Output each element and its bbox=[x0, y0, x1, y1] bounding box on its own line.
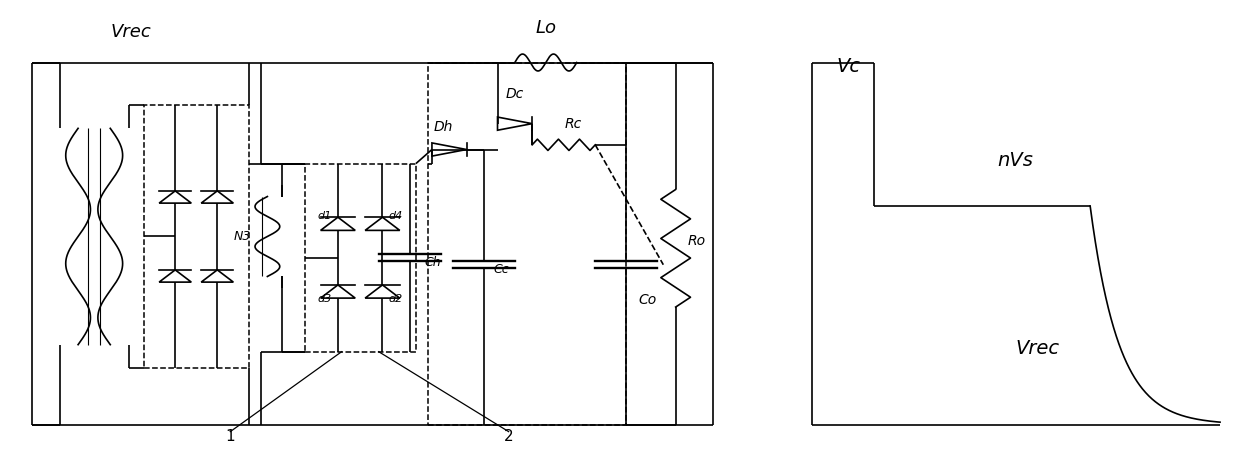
Text: 1: 1 bbox=[226, 429, 236, 444]
Text: Cc: Cc bbox=[494, 263, 510, 276]
Text: d2: d2 bbox=[388, 294, 403, 304]
Text: Ro: Ro bbox=[688, 234, 706, 248]
Text: Lo: Lo bbox=[536, 18, 557, 36]
Text: 2: 2 bbox=[503, 429, 513, 444]
Text: Co: Co bbox=[639, 293, 657, 307]
Text: d3: d3 bbox=[317, 294, 332, 304]
Text: d4: d4 bbox=[388, 211, 403, 221]
Bar bbox=[144, 105, 249, 368]
Text: Vrec: Vrec bbox=[1016, 339, 1060, 358]
Text: Dc: Dc bbox=[506, 87, 525, 101]
Text: N3: N3 bbox=[234, 230, 252, 243]
Text: nVs: nVs bbox=[997, 151, 1033, 170]
Bar bbox=[305, 164, 415, 352]
Text: Ch: Ch bbox=[424, 256, 441, 269]
Text: Vc: Vc bbox=[837, 57, 861, 76]
Bar bbox=[428, 62, 626, 425]
Text: Rc: Rc bbox=[564, 117, 582, 131]
Text: Dh: Dh bbox=[434, 120, 453, 134]
Text: Vrec: Vrec bbox=[110, 23, 151, 41]
Text: d1: d1 bbox=[317, 211, 332, 221]
